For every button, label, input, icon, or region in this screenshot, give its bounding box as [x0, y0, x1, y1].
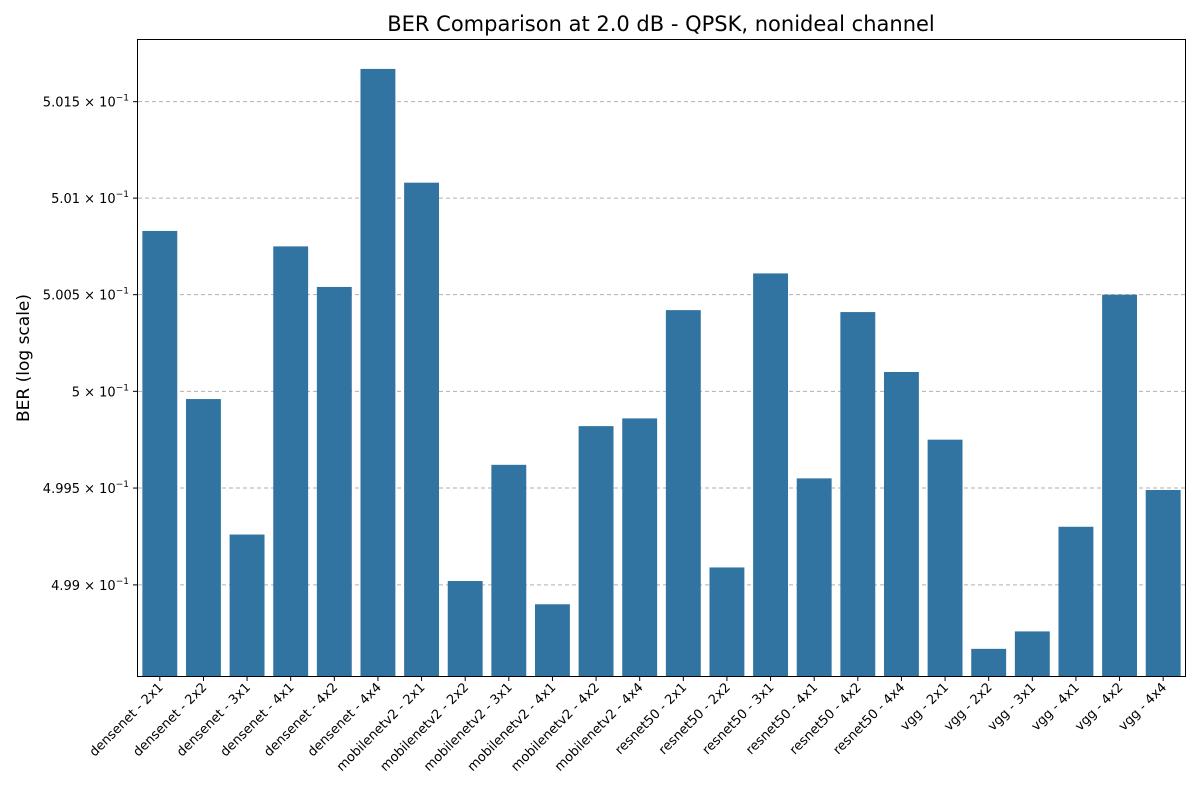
y-tick-label: 4.995 × 10−1 — [43, 480, 129, 497]
bar — [971, 648, 1007, 676]
y-tick-label: 5.005 × 10−1 — [43, 287, 129, 304]
chart-title: BER Comparison at 2.0 dB - QPSK, nonidea… — [387, 12, 935, 36]
bar — [665, 310, 701, 676]
bar — [273, 246, 309, 677]
y-tick-label: 5 × 10−1 — [72, 383, 129, 400]
plot-frame — [137, 39, 1186, 677]
bar — [404, 182, 440, 677]
bar — [185, 399, 221, 676]
bar — [360, 68, 396, 676]
bar — [709, 567, 745, 676]
bar — [796, 478, 832, 676]
x-tick-label: densenet - 2x1 — [87, 680, 167, 760]
bar — [927, 439, 963, 676]
x-tick-label: densenet - 2x2 — [131, 680, 211, 760]
y-axis-ticks: 4.99 × 10−1 4.995 × 10−1 5 × 10−1 5.005 × 1… — [43, 94, 138, 594]
bar — [1102, 294, 1138, 676]
bar — [840, 312, 876, 676]
bar — [883, 371, 919, 676]
bar — [142, 230, 178, 676]
x-tick-label: densenet - 4x1 — [218, 680, 298, 760]
bar — [491, 464, 527, 676]
bar — [578, 426, 614, 676]
bars — [142, 68, 1181, 677]
y-tick-label: 4.99 × 10−1 — [51, 577, 129, 594]
bar — [753, 273, 789, 676]
bar — [534, 604, 570, 676]
y-tick-label: 5.015 × 10−1 — [43, 94, 129, 111]
x-tick-label: densenet - 4x4 — [305, 680, 385, 760]
bar — [622, 418, 658, 676]
y-axis-label: BER (log scale) — [14, 294, 34, 422]
bar — [1058, 526, 1094, 676]
x-tick-label: vgg - 4x4 — [1116, 680, 1170, 734]
bar — [229, 534, 265, 676]
bar — [1014, 631, 1050, 676]
x-tick-label: densenet - 3x1 — [174, 680, 254, 760]
x-tick-label: densenet - 4x2 — [261, 680, 341, 760]
y-tick-label: 5.01 × 10−1 — [51, 190, 129, 207]
bar — [1145, 489, 1181, 676]
bar — [447, 581, 483, 676]
bar — [316, 286, 352, 676]
